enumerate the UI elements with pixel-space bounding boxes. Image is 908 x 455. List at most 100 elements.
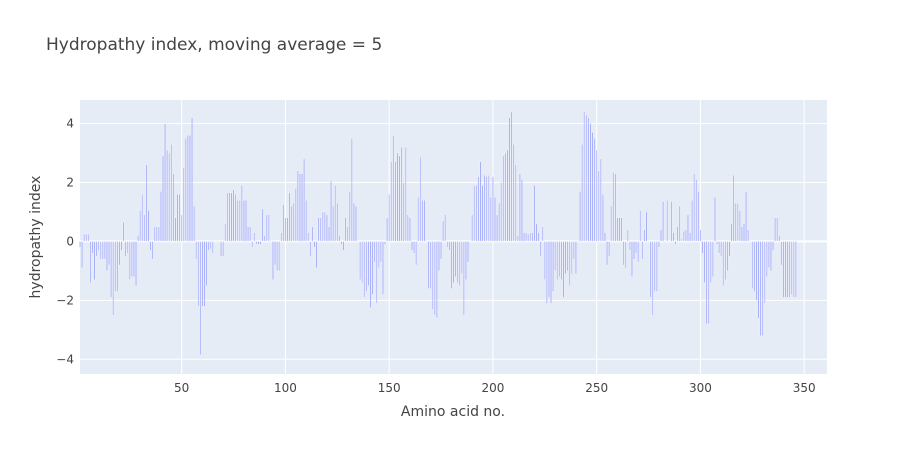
bar [209,241,212,249]
bar [695,179,698,242]
bar [149,241,152,251]
bar [392,135,395,242]
bar [763,241,766,304]
bar [340,241,343,245]
bar [394,161,397,242]
bar [616,217,619,242]
bar [151,241,154,260]
bar [216,241,218,243]
bar [757,241,760,319]
bar [218,241,220,243]
bar [755,241,758,301]
bar [212,241,214,254]
bar [496,214,498,242]
bar [338,235,341,242]
bar [187,135,189,242]
bar [564,241,567,274]
bar [126,241,129,254]
bar [239,200,241,242]
bar [280,232,283,242]
bar [500,182,502,242]
bar [145,164,148,242]
bar [579,191,581,242]
bar [521,179,523,242]
bar [529,232,532,242]
bar [618,217,621,242]
bar [429,241,432,289]
bar [637,241,639,263]
bar [160,191,162,242]
bar [384,241,386,245]
bar [122,222,125,242]
bar [104,241,106,260]
bar [649,241,652,298]
bar [604,232,606,242]
bar [712,241,714,277]
bar [133,241,135,277]
bar [295,188,297,242]
bar [593,138,596,242]
bar [683,230,685,242]
bar [506,149,509,242]
bar [795,241,797,298]
bar [359,241,361,280]
bar [93,241,96,280]
bar [782,241,785,298]
bar [263,235,266,242]
bar [597,170,600,242]
bar [533,185,536,242]
y-tick-label: 0 [66,234,74,248]
y-tick-label: −2 [56,293,74,307]
bar [257,241,260,245]
bar [168,152,170,242]
bar [745,191,747,242]
bar [81,241,83,269]
bar [353,202,355,242]
bar [135,241,137,286]
bar [251,241,253,248]
bar [674,241,677,245]
bar [685,229,687,242]
bar [83,233,85,242]
bar [253,232,256,242]
bar [189,135,191,242]
bar [170,144,173,242]
bar [301,173,303,242]
bar [560,241,563,280]
bar [261,208,264,242]
bar [282,204,285,242]
bar [431,241,434,310]
bar [647,241,650,243]
bar [544,241,546,280]
bar [112,241,114,316]
bar [87,233,90,242]
bar [475,185,478,242]
bar [691,200,693,242]
y-axis-ticks: −4 −2 0 2 4 [56,117,74,367]
bar [124,241,127,257]
bar [670,201,673,242]
bar [720,241,722,257]
bar [143,214,146,242]
bar [548,241,550,298]
bar [357,241,359,243]
bar [348,191,351,242]
bar [624,241,627,269]
bar [120,241,123,251]
bar [494,197,496,242]
bar [730,223,733,242]
bar [531,232,534,242]
bar [380,241,382,263]
bar [286,217,289,242]
bar [228,192,231,242]
bar [99,241,102,260]
bar [467,241,469,263]
bar [419,157,422,242]
x-tick-label: 300 [689,381,712,395]
bar [297,170,299,242]
bar [641,241,644,260]
bar [255,241,258,245]
bar [703,241,706,283]
bar [203,241,206,307]
